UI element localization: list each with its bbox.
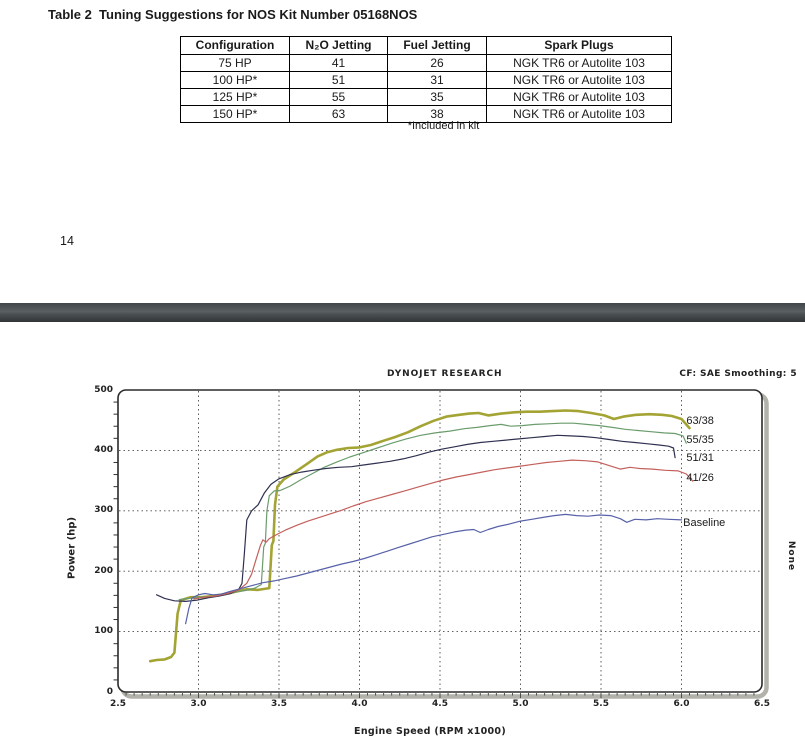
series-curve-41-26 bbox=[193, 459, 694, 600]
table-row: 125 HP* 55 35 NGK TR6 or Autolite 103 bbox=[180, 88, 672, 106]
x-tick-label: 5.0 bbox=[512, 699, 529, 709]
table-cell: 26 bbox=[387, 54, 487, 72]
table-cell: 100 HP* bbox=[180, 71, 290, 89]
table-footnote: *Included in kit bbox=[407, 120, 480, 132]
table-header-cell: Configuration bbox=[180, 36, 290, 55]
y-tick-label: 400 bbox=[94, 444, 113, 455]
chart-title: DYNOJET RESEARCH bbox=[387, 369, 503, 379]
table-cell: NGK TR6 or Autolite 103 bbox=[486, 54, 672, 72]
table-row: 150 HP* 63 38 NGK TR6 or Autolite 103 bbox=[180, 105, 672, 123]
x-tick-label: 6.0 bbox=[673, 699, 690, 709]
series-curve-55-35 bbox=[178, 422, 687, 601]
series-label-63-38: 63/38 bbox=[686, 414, 714, 427]
table-header-row: Configuration N₂O Jetting Fuel Jetting Spar… bbox=[180, 36, 672, 55]
x-tick-label: 6.5 bbox=[754, 699, 770, 709]
x-tick-label: 3.0 bbox=[190, 699, 207, 709]
series-label-51-31: 51/31 bbox=[686, 452, 714, 465]
y-tick-label: 0 bbox=[106, 686, 113, 697]
y-tick-label: 200 bbox=[94, 565, 113, 576]
y-tick-label: 300 bbox=[94, 505, 113, 516]
table-header-cell: N₂O Jetting bbox=[289, 36, 388, 55]
doc-title: Table 2 Tuning Suggestions for NOS Kit N… bbox=[48, 7, 418, 22]
x-axis-label: Engine Speed (RPM x1000) bbox=[354, 726, 506, 737]
x-tick-label: 4.0 bbox=[351, 699, 368, 709]
series-label-baseline: Baseline bbox=[683, 516, 726, 529]
table-cell: NGK TR6 or Autolite 103 bbox=[486, 88, 672, 106]
x-tick-label: 4.5 bbox=[432, 699, 448, 709]
table-cell: NGK TR6 or Autolite 103 bbox=[486, 105, 672, 123]
x-tick-label: 5.5 bbox=[593, 699, 609, 709]
table-cell: NGK TR6 or Autolite 103 bbox=[486, 71, 672, 89]
y-tick-label: 100 bbox=[94, 626, 113, 637]
page-divider bbox=[0, 303, 805, 322]
x-tick-label: 2.5 bbox=[110, 699, 126, 709]
series-curve-51-31 bbox=[156, 434, 676, 603]
series-label-55-35: 55/35 bbox=[686, 434, 714, 447]
x-tick-label: 3.5 bbox=[271, 699, 287, 709]
table-cell: 150 HP* bbox=[180, 105, 290, 123]
series-curve-baseline bbox=[185, 513, 683, 625]
tuning-table: Configuration N₂O Jetting Fuel Jetting Spar… bbox=[180, 36, 672, 123]
table-body: 75 HP 41 26 NGK TR6 or Autolite 103 100 HP* 5… bbox=[180, 54, 672, 123]
table-header-cell: Fuel Jetting bbox=[387, 36, 487, 55]
series-label-41-26: 41/26 bbox=[686, 472, 714, 485]
chart-correction-text: CF: SAE Smoothing: 5 bbox=[679, 369, 797, 379]
y-tick-label: 500 bbox=[94, 384, 113, 395]
page-number: 14 bbox=[60, 234, 74, 248]
table-row: 100 HP* 51 31 NGK TR6 or Autolite 103 bbox=[180, 71, 672, 89]
